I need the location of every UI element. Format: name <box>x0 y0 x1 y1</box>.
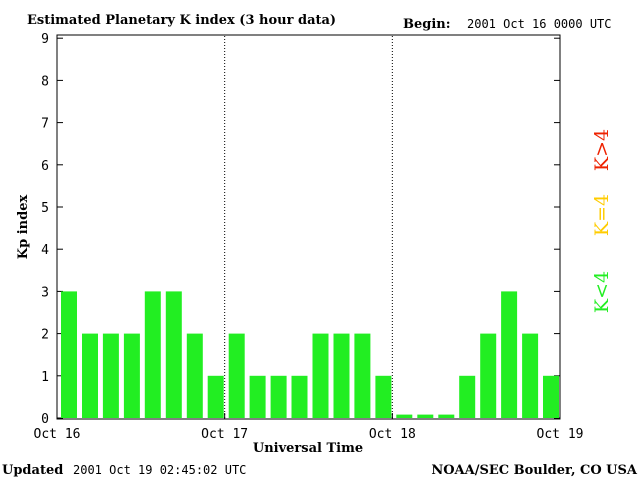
y-tick-label: 0 <box>41 412 49 427</box>
kp-bar <box>459 375 476 418</box>
x-tick-label: Oct 16 <box>34 427 81 442</box>
kp-bar <box>123 333 140 418</box>
kp-bar <box>438 414 455 418</box>
y-tick-label: 5 <box>41 201 49 216</box>
kp-bar <box>61 291 77 418</box>
y-tick-label: 3 <box>41 285 49 300</box>
kp-bar <box>165 291 182 418</box>
x-axis: Oct 16 Oct 17 Oct 18 Oct 19 <box>34 413 584 442</box>
kp-bar <box>270 375 287 418</box>
kp-bar <box>522 333 539 418</box>
kp-bar <box>417 414 434 418</box>
kp-bar <box>249 375 266 418</box>
kp-bar <box>144 291 161 418</box>
legend-equal: K=4 <box>591 194 613 236</box>
updated-value: 2001 Oct 19 02:45:02 UTC <box>73 463 246 477</box>
kp-bar <box>354 333 371 418</box>
kp-bar <box>543 375 559 418</box>
kp-bar <box>501 291 518 418</box>
x-tick-label: Oct 19 <box>537 427 584 442</box>
kp-bar <box>480 333 497 418</box>
plot-frame <box>56 34 561 420</box>
begin-label: Begin: <box>403 17 451 32</box>
kp-bar <box>312 333 329 418</box>
x-tick-label: Oct 18 <box>369 427 416 442</box>
kp-bar <box>396 414 413 418</box>
kp-bar <box>82 333 98 418</box>
kp-bar <box>186 333 203 418</box>
x-axis-label: Universal Time <box>253 441 363 456</box>
y-axis-label: Kp index <box>16 195 31 260</box>
legend-high: K>4 <box>591 129 613 171</box>
y-tick-label: 9 <box>41 32 49 47</box>
kp-bar <box>228 333 245 418</box>
y-tick-label: 1 <box>41 370 49 385</box>
begin-value: 2001 Oct 16 0000 UTC <box>467 17 612 31</box>
day-dividers <box>224 36 393 418</box>
y-tick-label: 4 <box>41 243 49 258</box>
x-tick-label: Oct 17 <box>201 427 248 442</box>
y-tick-label: 6 <box>41 159 49 174</box>
credit-text: NOAA/SEC Boulder, CO USA <box>431 463 638 478</box>
chart-title: Estimated Planetary K index (3 hour data… <box>27 13 336 28</box>
y-tick-label: 2 <box>41 328 49 343</box>
updated-label: Updated <box>2 463 63 478</box>
legend-low: K<4 <box>591 271 613 313</box>
kp-bar <box>375 375 392 418</box>
bar-series <box>61 291 559 418</box>
y-tick-label: 7 <box>41 117 49 132</box>
kp-bar <box>333 333 350 418</box>
kp-bar <box>207 375 224 418</box>
y-tick-label: 8 <box>41 74 49 89</box>
kp-bar <box>102 333 119 418</box>
kp-bar <box>291 375 308 418</box>
